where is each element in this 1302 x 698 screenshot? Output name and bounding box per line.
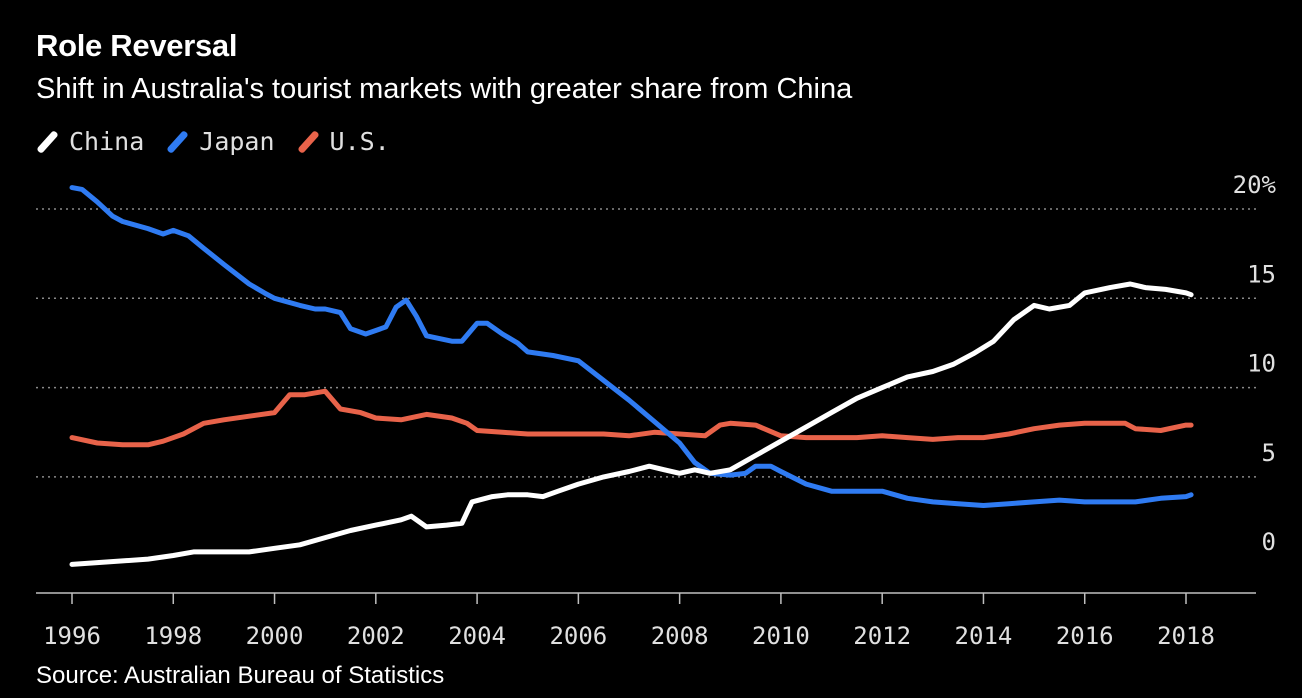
legend-item-japan: Japan xyxy=(166,127,275,156)
chart-subtitle: Shift in Australia's tourist markets wit… xyxy=(36,73,853,105)
x-tick-label-1996: 1996 xyxy=(43,622,101,650)
legend-label-china: China xyxy=(69,127,145,156)
x-tick-label-2016: 2016 xyxy=(1056,622,1114,650)
y-tick-label-15: 15 xyxy=(1247,260,1276,288)
series-line-japan xyxy=(69,185,1194,508)
x-tick-label-2014: 2014 xyxy=(955,622,1013,650)
legend-label-us: U.S. xyxy=(329,127,390,156)
y-tick-label-20: 20% xyxy=(1233,171,1277,199)
x-tick-label-2002: 2002 xyxy=(347,622,405,650)
y-tick-label-0: 0 xyxy=(1262,528,1276,556)
x-tick-label-2006: 2006 xyxy=(549,622,607,650)
chart-title: Role Reversal xyxy=(36,28,238,63)
y-tick-label-10: 10 xyxy=(1247,350,1276,378)
legend-label-japan: Japan xyxy=(199,127,275,156)
series-line-china xyxy=(69,281,1194,567)
x-tick-label-2008: 2008 xyxy=(651,622,709,650)
x-tick-label-2018: 2018 xyxy=(1157,622,1215,650)
x-tick-label-2004: 2004 xyxy=(448,622,506,650)
x-tick-label-2012: 2012 xyxy=(853,622,911,650)
y-tick-label-5: 5 xyxy=(1262,439,1276,467)
x-tick-label-2010: 2010 xyxy=(752,622,810,650)
x-tick-label-2000: 2000 xyxy=(246,622,304,650)
legend: China Japan U.S. xyxy=(36,127,412,156)
legend-item-china: China xyxy=(36,127,144,156)
legend-item-us: U.S. xyxy=(296,127,390,156)
series-line-us xyxy=(69,388,1194,448)
source-note: Source: Australian Bureau of Statistics xyxy=(36,662,445,689)
x-tick-label-1998: 1998 xyxy=(144,622,202,650)
